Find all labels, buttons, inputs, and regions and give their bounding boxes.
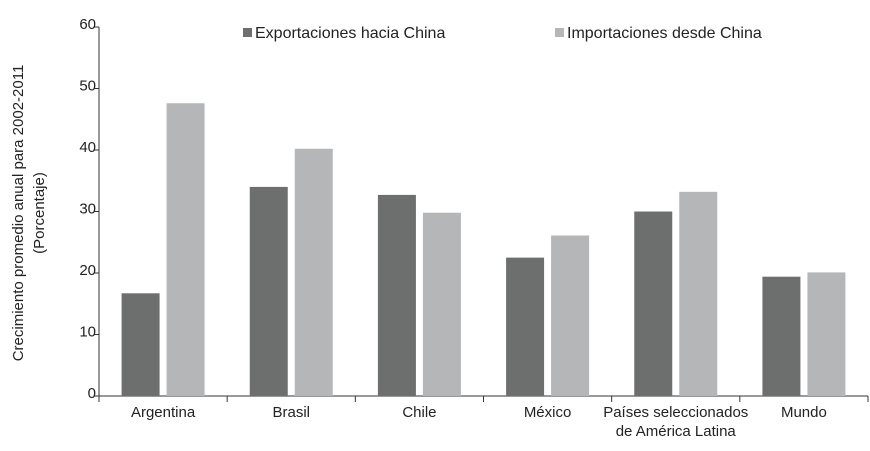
y-axis: 0 10 20 30 40 50 60 <box>79 16 100 402</box>
y-axis-title-line: Crecimiento promedio anual para 2002-201… <box>10 65 27 362</box>
y-axis-title: Crecimiento promedio anual para 2002-201… <box>10 65 48 362</box>
y-tick-label: 20 <box>79 262 96 279</box>
x-category-label: Mundo <box>781 404 827 421</box>
legend-label: Importaciones desde China <box>567 25 762 42</box>
bar-importaciones <box>422 212 461 396</box>
legend-swatch <box>555 28 564 37</box>
x-category-label: de América Latina <box>616 423 737 440</box>
bar-exportaciones <box>121 293 160 396</box>
bar-exportaciones <box>377 194 416 396</box>
bar-exportaciones <box>634 211 673 396</box>
x-category-label: Argentina <box>131 404 196 421</box>
y-tick-label: 0 <box>88 385 96 402</box>
y-tick-label: 30 <box>79 201 96 218</box>
legend-label: Exportaciones hacia China <box>255 25 445 42</box>
bar-importaciones <box>166 103 205 396</box>
y-tick-label: 10 <box>79 324 96 341</box>
bar-importaciones <box>807 272 846 396</box>
bars-group <box>121 103 846 396</box>
legend-swatch <box>243 28 252 37</box>
y-tick-label: 60 <box>79 16 96 33</box>
y-axis-title-line: (Porcentaje) <box>31 172 48 254</box>
bar-importaciones <box>551 235 590 396</box>
y-tick-label: 40 <box>79 139 96 156</box>
y-tick-label: 50 <box>79 78 96 95</box>
bar-exportaciones <box>506 257 545 396</box>
x-category-label: Países seleccionados <box>603 404 748 421</box>
x-axis: Argentina Brasil Chile México Países selecci… <box>98 395 869 440</box>
x-category-label: Chile <box>402 404 436 421</box>
legend: Exportaciones hacia China Importaciones d… <box>243 25 762 42</box>
bar-importaciones <box>294 148 333 396</box>
x-category-label: Brasil <box>272 404 310 421</box>
bar-importaciones <box>679 191 718 396</box>
bar-exportaciones <box>249 186 288 396</box>
x-category-label: México <box>524 404 572 421</box>
bar-exportaciones <box>762 276 801 396</box>
